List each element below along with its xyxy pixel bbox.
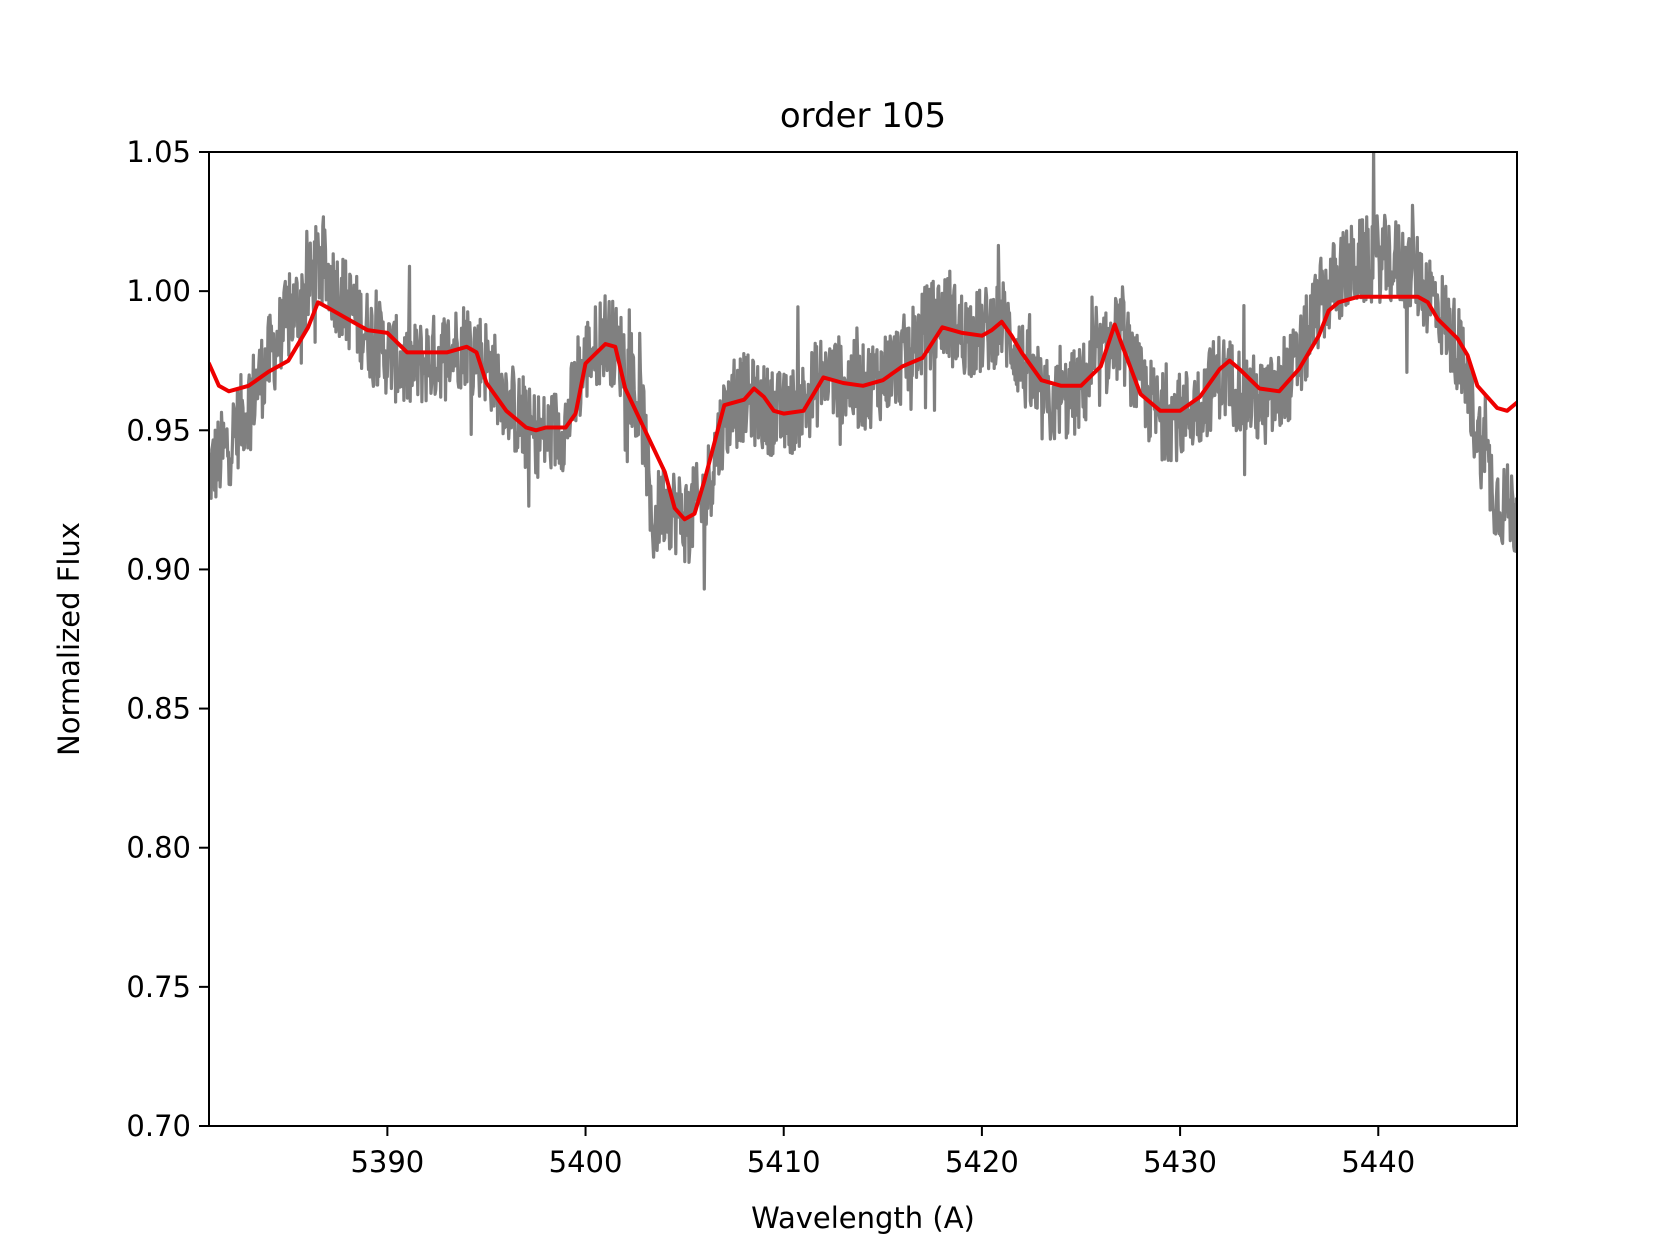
x-tick-label: 5410 <box>747 1145 821 1179</box>
x-axis-label: Wavelength (A) <box>751 1201 975 1235</box>
series-layer <box>209 152 1517 591</box>
plot-frame <box>208 151 1518 1127</box>
y-tick-label: 0.70 <box>126 1109 191 1143</box>
y-tick-label: 0.95 <box>126 413 191 447</box>
x-tick-label: 5440 <box>1341 1145 1415 1179</box>
y-axis-label: Normalized Flux <box>52 522 86 756</box>
y-tick-label: 0.80 <box>126 831 191 865</box>
y-tick-label: 0.90 <box>126 552 191 586</box>
y-tick-label: 0.85 <box>126 692 191 726</box>
y-tick-label: 1.00 <box>126 274 191 308</box>
observed-spectrum-line <box>209 152 1517 591</box>
y-tick-label: 0.75 <box>126 970 191 1004</box>
x-tick-label: 5390 <box>350 1145 424 1179</box>
model-fit-line <box>209 294 1517 522</box>
y-axis: 0.70 0.75 0.80 0.85 0.90 0.95 1.00 1.05 <box>126 135 209 1143</box>
x-tick-label: 5430 <box>1143 1145 1217 1179</box>
x-tick-label: 5400 <box>549 1145 623 1179</box>
x-tick-label: 5420 <box>945 1145 1019 1179</box>
chart-title: order 105 <box>780 96 946 136</box>
x-axis: 5390 5400 5410 5420 5430 5440 <box>350 1126 1415 1179</box>
y-tick-label: 1.05 <box>126 135 191 169</box>
